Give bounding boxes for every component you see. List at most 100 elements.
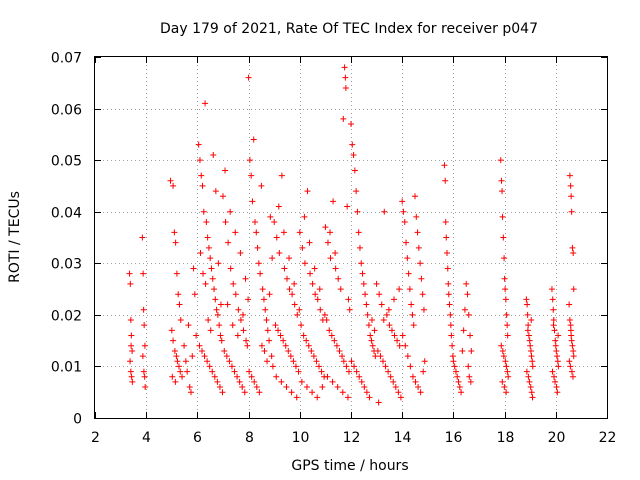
data-point-marker [328, 332, 335, 339]
data-point-marker [264, 358, 271, 365]
data-point-marker [570, 353, 577, 360]
data-point-marker [198, 172, 205, 179]
data-point-marker [196, 342, 203, 349]
data-point-marker [179, 373, 186, 380]
data-point-marker [314, 296, 321, 303]
data-point-marker [278, 172, 285, 179]
data-point-marker [175, 363, 182, 370]
data-point-marker [190, 265, 197, 272]
data-point-marker [330, 198, 337, 205]
data-point-marker [461, 306, 468, 313]
data-point-marker [551, 373, 558, 380]
data-point-marker [255, 260, 262, 267]
data-point-marker [527, 342, 534, 349]
y-tick-label: 0 [73, 412, 82, 428]
data-point-marker [291, 301, 298, 308]
data-point-marker [167, 177, 174, 184]
data-point-marker [293, 394, 300, 401]
data-point-marker [249, 198, 256, 205]
data-point-marker [528, 389, 535, 396]
data-point-marker [228, 363, 235, 370]
data-point-marker [405, 270, 412, 277]
data-point-marker [421, 358, 428, 365]
data-point-marker [392, 384, 399, 391]
data-point-marker [204, 234, 211, 241]
data-point-marker [298, 322, 305, 329]
data-point-marker [275, 327, 282, 334]
data-point-marker [173, 353, 180, 360]
data-point-marker [567, 327, 574, 334]
data-point-marker [263, 317, 270, 324]
data-point-marker [550, 322, 557, 329]
data-point-marker [215, 260, 222, 267]
x-tick-label: 22 [599, 430, 617, 446]
y-tick-label: 0.01 [51, 360, 82, 376]
data-point-marker [459, 347, 466, 354]
data-point-marker [245, 74, 252, 81]
data-point-marker [399, 332, 406, 339]
data-point-marker [197, 249, 204, 256]
x-tick-label: 16 [445, 430, 463, 446]
data-point-marker [171, 347, 178, 354]
data-point-marker [193, 332, 200, 339]
data-point-marker [202, 280, 209, 287]
data-point-marker [372, 353, 379, 360]
data-point-marker [289, 291, 296, 298]
data-point-marker [269, 255, 276, 262]
data-point-marker [502, 296, 509, 303]
data-point-marker [231, 368, 238, 375]
data-point-marker [355, 229, 362, 236]
data-point-marker [176, 301, 183, 308]
data-point-marker [267, 213, 274, 220]
data-point-marker [417, 389, 424, 396]
data-point-marker [191, 291, 198, 298]
data-point-marker [399, 198, 406, 205]
data-point-marker [447, 322, 454, 329]
data-point-marker [404, 255, 411, 262]
data-point-marker [400, 208, 407, 215]
data-point-marker [369, 342, 376, 349]
data-point-marker [298, 378, 305, 385]
data-point-marker [385, 306, 392, 313]
data-point-marker [467, 332, 474, 339]
data-point-marker [213, 306, 220, 313]
data-point-marker [243, 337, 250, 344]
data-point-marker [232, 291, 239, 298]
data-point-marker [500, 234, 507, 241]
data-point-marker [391, 332, 398, 339]
data-point-marker [336, 347, 343, 354]
data-point-marker [464, 291, 471, 298]
data-point-marker [282, 342, 289, 349]
data-point-marker [418, 275, 425, 282]
data-point-marker [244, 342, 251, 349]
data-point-marker [505, 373, 512, 380]
data-point-marker [412, 193, 418, 200]
data-point-marker [550, 317, 557, 324]
x-tick-label: 20 [548, 430, 566, 446]
data-point-marker [250, 136, 257, 143]
data-point-marker [365, 322, 372, 329]
data-point-marker [500, 353, 507, 360]
data-point-marker [264, 327, 271, 334]
data-point-marker [341, 64, 348, 71]
data-point-marker [420, 306, 427, 313]
data-point-marker [232, 229, 239, 236]
data-point-marker [290, 358, 297, 365]
data-point-marker [175, 291, 182, 298]
data-point-marker [525, 373, 532, 380]
data-point-marker [444, 265, 451, 272]
data-point-marker [362, 291, 369, 298]
data-point-marker [361, 384, 368, 391]
data-point-marker [237, 317, 244, 324]
data-point-marker [205, 317, 212, 324]
data-point-marker [368, 317, 375, 324]
data-point-marker [200, 208, 207, 215]
data-point-marker [360, 280, 367, 287]
data-point-marker [442, 177, 449, 184]
data-point-marker [529, 363, 536, 370]
data-point-marker [450, 358, 457, 365]
data-point-marker [348, 121, 354, 128]
data-point-marker [529, 358, 536, 365]
x-tick-label: 4 [142, 430, 151, 446]
